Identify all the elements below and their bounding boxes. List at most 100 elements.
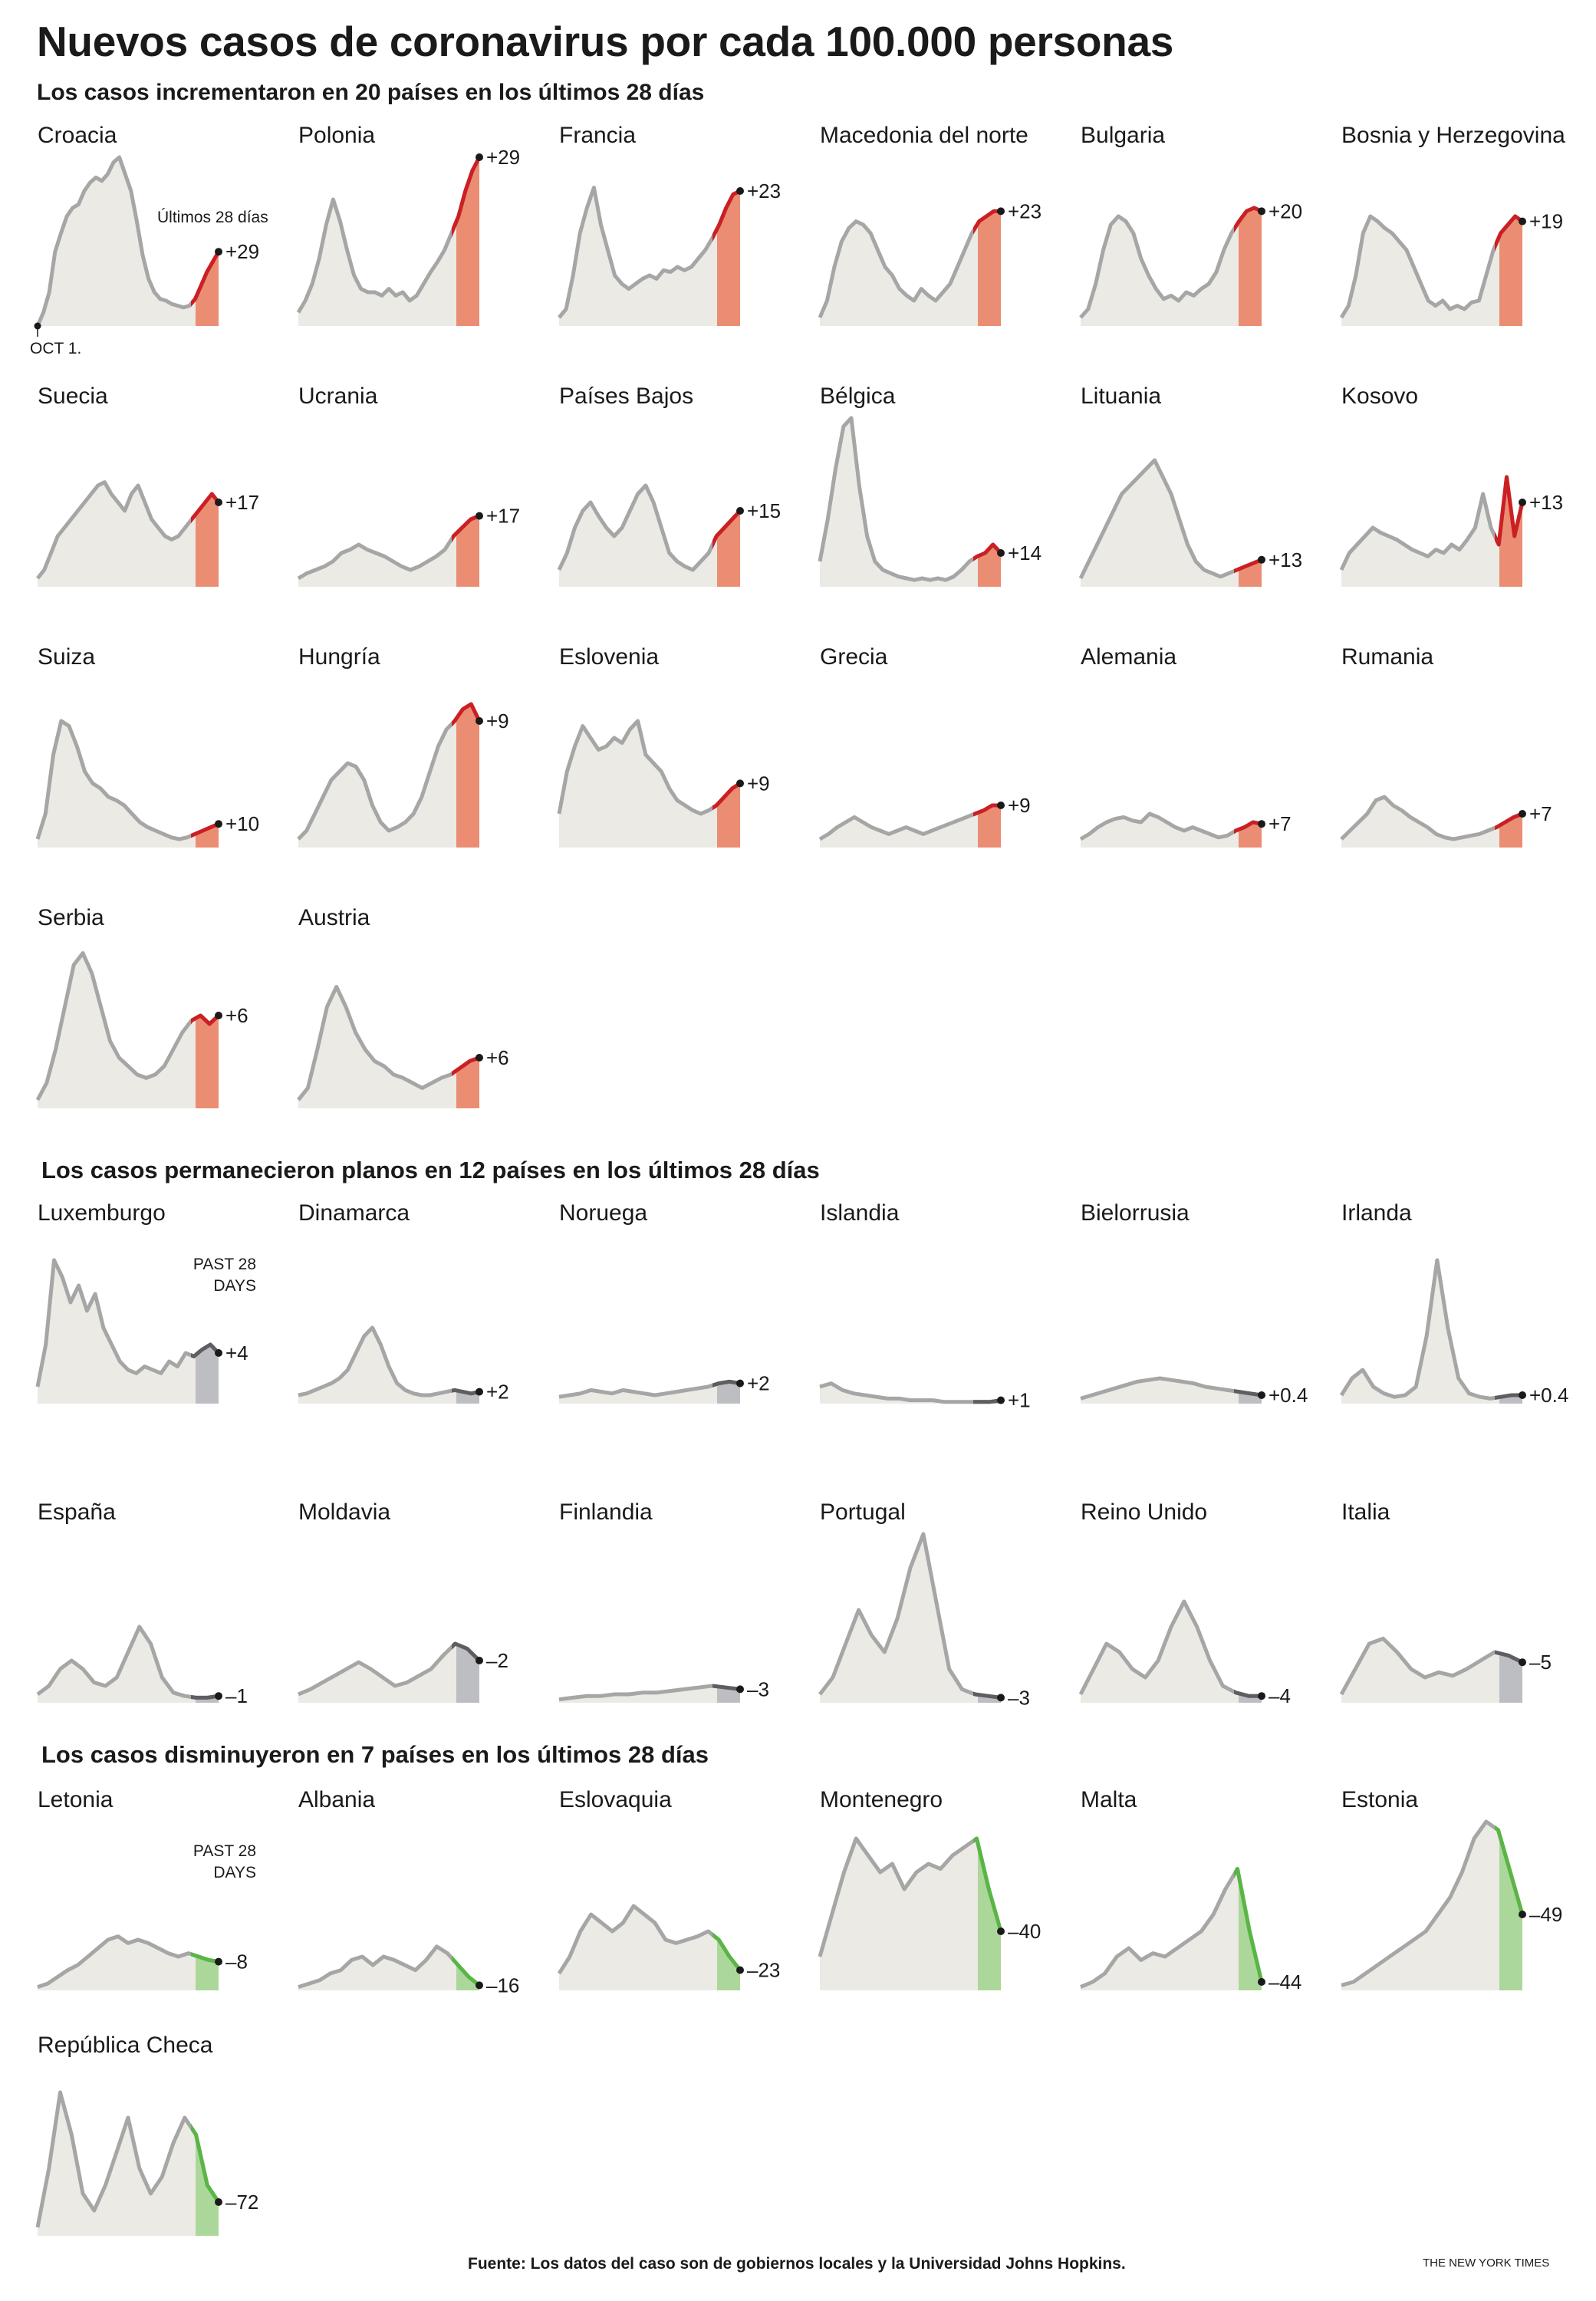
history-line xyxy=(297,985,480,1101)
history-line xyxy=(557,1904,742,1975)
history-line xyxy=(558,1379,741,1399)
percent-change-label: +9 xyxy=(1008,794,1031,817)
country-sparkline: –44 xyxy=(1080,1867,1301,1993)
history-area xyxy=(559,187,740,326)
percent-change-label: +0.4 xyxy=(1529,1384,1568,1407)
history-area xyxy=(1081,1868,1262,1990)
country-sparkline: +2 xyxy=(298,1325,509,1404)
country-sparkline: –3 xyxy=(818,1532,1030,1709)
country-sparkline: +23 xyxy=(818,199,1042,326)
history-area xyxy=(298,1328,479,1404)
endpoint-marker xyxy=(1519,217,1526,225)
country-sparkline: +2 xyxy=(558,1372,770,1404)
country-name: Moldavia xyxy=(298,1499,391,1525)
country-name: Países Bajos xyxy=(559,384,694,409)
percent-change-label: –49 xyxy=(1529,1903,1562,1926)
percent-change-label: +13 xyxy=(1269,548,1302,571)
endpoint-marker xyxy=(215,1012,222,1019)
history-line xyxy=(1080,1376,1262,1401)
endpoint-marker xyxy=(997,207,1005,216)
endpoint-marker xyxy=(1258,1391,1265,1399)
past-28-days-area xyxy=(456,1058,479,1108)
history-area xyxy=(1341,1822,1522,1990)
country-name: Bélgica xyxy=(820,384,896,409)
history-area xyxy=(1341,216,1522,326)
percent-change-label: +13 xyxy=(1529,491,1563,514)
country-name: Eslovenia xyxy=(559,644,660,670)
country-panel: Países Bajos +15 xyxy=(556,384,801,629)
past-28-days-area xyxy=(1499,1834,1522,1990)
country-sparkline: +10 xyxy=(35,719,259,848)
past-period-annotation: PAST 28 xyxy=(193,1256,256,1273)
percent-change-label: +19 xyxy=(1529,210,1563,233)
country-sparkline: –40 xyxy=(818,1836,1041,1990)
endpoint-marker xyxy=(215,820,222,828)
history-line xyxy=(819,1381,1002,1404)
country-panel: Eslovenia +9 xyxy=(556,644,801,890)
country-name: Rumania xyxy=(1341,644,1434,670)
history-line xyxy=(557,483,742,572)
percent-change-label: –5 xyxy=(1529,1651,1552,1674)
history-area xyxy=(820,418,1001,587)
country-name: Hungría xyxy=(298,644,380,670)
country-panel: Noruega +2 xyxy=(556,1200,801,1446)
country-sparkline: +6 xyxy=(35,951,248,1108)
country-panel: República Checa –72 xyxy=(35,2033,280,2278)
endpoint-marker xyxy=(997,802,1005,809)
percent-change-label: +29 xyxy=(225,240,259,263)
percent-change-label: –23 xyxy=(747,1959,780,1982)
percent-change-label: +6 xyxy=(486,1046,509,1069)
endpoint-marker xyxy=(997,1927,1005,1935)
country-panel: Bielorrusia +0.4 xyxy=(1078,1200,1323,1446)
country-name: Austria xyxy=(298,905,370,930)
history-line xyxy=(35,951,220,1101)
history-line xyxy=(35,2090,221,2228)
endpoint-marker xyxy=(1519,1658,1526,1667)
country-sparkline: –4 xyxy=(1078,1599,1291,1707)
section-title-decreased: Los casos disminuyeron en 7 países en lo… xyxy=(41,1741,709,1768)
history-area xyxy=(38,1627,219,1703)
past-28-days-area xyxy=(456,157,479,326)
history-line xyxy=(35,155,221,327)
country-sparkline: +17 xyxy=(297,505,520,587)
endpoint-marker xyxy=(1258,555,1265,564)
history-area xyxy=(298,1644,479,1703)
country-name: Suiza xyxy=(38,644,96,670)
endpoint-marker xyxy=(476,1388,483,1396)
past-28-days-area xyxy=(456,1644,479,1703)
section-title-flat: Los casos permanecieron planos en 12 paí… xyxy=(41,1157,820,1183)
history-area xyxy=(559,1381,740,1404)
past-28-days-area xyxy=(196,824,219,848)
country-sparkline: –16 xyxy=(298,1944,519,1997)
country-name: Alemania xyxy=(1081,644,1177,670)
percent-change-label: +1 xyxy=(1008,1389,1031,1412)
country-sparkline: +14 xyxy=(818,416,1042,587)
history-line xyxy=(1339,1258,1522,1401)
history-area xyxy=(38,157,219,326)
country-sparkline: –72 xyxy=(35,2090,258,2236)
country-panel: Lituania +13 xyxy=(1078,384,1323,629)
country-sparkline: +19 xyxy=(1339,210,1563,326)
past-28-days-area xyxy=(196,494,219,587)
country-panel: Hungría +9 xyxy=(295,644,541,890)
percent-change-label: –2 xyxy=(486,1649,508,1672)
country-panel: Portugal –3 xyxy=(817,1499,1062,1745)
history-line xyxy=(818,1532,1002,1700)
history-line xyxy=(1078,1599,1262,1698)
country-name: Reino Unido xyxy=(1081,1499,1208,1525)
percent-change-label: +23 xyxy=(1008,199,1042,222)
country-sparkline: +9 xyxy=(557,719,770,848)
country-name: Letonia xyxy=(38,1787,114,1812)
past-28-days-area xyxy=(1499,216,1522,326)
history-line xyxy=(558,186,742,319)
endpoint-marker xyxy=(215,248,222,256)
country-name: España xyxy=(38,1499,116,1525)
credit-line: THE NEW YORK TIMES xyxy=(1423,2257,1550,2270)
country-sparkline: +7 xyxy=(1079,811,1292,848)
percent-change-label: +14 xyxy=(1008,542,1042,565)
percent-change-label: +10 xyxy=(225,812,259,835)
country-sparkline: +6 xyxy=(297,985,509,1108)
endpoint-marker xyxy=(476,1054,483,1062)
country-panel: Bulgaria +20 xyxy=(1078,123,1323,368)
country-name: Serbia xyxy=(38,905,104,930)
